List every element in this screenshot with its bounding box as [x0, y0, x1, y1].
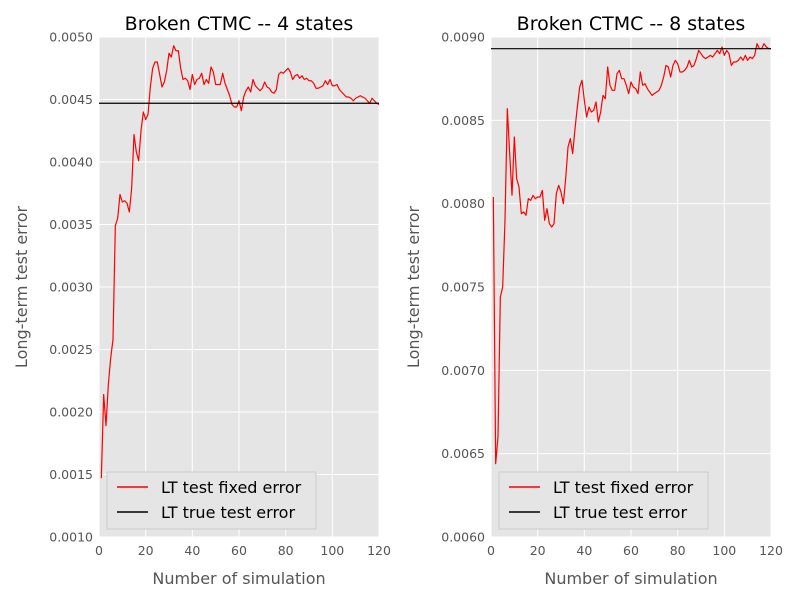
- chart-2-x-tick-labels: 0 20 40 60 80 100 120: [487, 543, 783, 558]
- chart-2-y-tick-label: 0.0085: [441, 113, 485, 128]
- chart-1-y-tick-label: 0.0020: [49, 405, 93, 420]
- chart-2-series-fixed-error-line: [492, 43, 771, 465]
- chart-1-y-tick-label: 0.0015: [49, 467, 93, 482]
- chart-2-x-tick-label: 60: [623, 543, 639, 558]
- chart-1-x-tick-label: 40: [184, 543, 200, 558]
- chart-2-x-tick-label: 80: [670, 543, 686, 558]
- chart-2-x-tick-label: 100: [712, 543, 736, 558]
- chart-1-y-tick-label: 0.0040: [49, 155, 93, 170]
- chart-1-y-tick-label: 0.0030: [49, 280, 93, 295]
- chart-1-x-tick-label: 20: [138, 543, 154, 558]
- chart-2-y-tick-label: 0.0060: [441, 530, 485, 545]
- chart-1-legend: LT test fixed error LT true test error: [106, 471, 317, 530]
- chart-2-legend-box: [498, 471, 709, 530]
- chart-1-y-tick-labels: 0.0010 0.0015 0.0020 0.0025 0.0030 0.0035 0.00…: [49, 30, 93, 545]
- chart-2-grid: [490, 36, 772, 538]
- chart-1-x-tick-label: 80: [278, 543, 294, 558]
- chart-1-x-tick-labels: 0 20 40 60 80 100 120: [95, 543, 391, 558]
- chart-1-y-axis-label: Long-term test error: [12, 206, 31, 369]
- chart-1-x-tick-label: 100: [320, 543, 344, 558]
- chart-1-grid: [98, 36, 380, 538]
- chart-1-series-fixed-error-line: [100, 45, 380, 479]
- chart-1-y-tick-label: 0.0010: [49, 530, 93, 545]
- chart-2-x-tick-label: 120: [759, 543, 783, 558]
- chart-2-y-tick-label: 0.0075: [441, 280, 485, 295]
- chart-2-x-tick-label: 20: [530, 543, 546, 558]
- chart-1-legend-label-true: LT true test error: [161, 503, 295, 522]
- chart-1-x-tick-label: 120: [367, 543, 391, 558]
- chart-2-series: [491, 43, 771, 465]
- chart-1-y-tick-label: 0.0045: [49, 92, 93, 107]
- chart-2: 0 20 40 60 80 100 120 0.0060 0.0065 0.0070 0.0075…: [404, 13, 783, 588]
- chart-1-y-tick-label: 0.0025: [49, 342, 93, 357]
- chart-2-title: Broken CTMC -- 8 states: [517, 13, 746, 35]
- chart-2-legend-label-fixed: LT test fixed error: [553, 478, 694, 497]
- chart-1-legend-label-fixed: LT test fixed error: [161, 478, 302, 497]
- chart-1-x-tick-label: 0: [95, 543, 103, 558]
- chart-2-y-axis-label: Long-term test error: [404, 206, 423, 369]
- chart-1-x-axis-label: Number of simulation: [152, 569, 325, 588]
- chart-2-y-tick-label: 0.0080: [441, 196, 485, 211]
- chart-1-legend-box: [106, 471, 317, 530]
- chart-2-y-tick-labels: 0.0060 0.0065 0.0070 0.0075 0.0080 0.0085 0.00…: [441, 30, 485, 545]
- chart-2-x-tick-label: 40: [576, 543, 592, 558]
- chart-1-y-tick-label: 0.0035: [49, 217, 93, 232]
- chart-2-y-tick-label: 0.0065: [441, 446, 485, 461]
- chart-1-title: Broken CTMC -- 4 states: [125, 13, 354, 35]
- chart-1-series: [99, 45, 380, 479]
- chart-2-legend-label-true: LT true test error: [553, 503, 687, 522]
- chart-1-x-tick-label: 60: [231, 543, 247, 558]
- chart-2-x-axis-label: Number of simulation: [544, 569, 717, 588]
- chart-2-x-tick-label: 0: [487, 543, 495, 558]
- chart-1-y-tick-label: 0.0050: [49, 30, 93, 45]
- chart-2-legend: LT test fixed error LT true test error: [498, 471, 709, 530]
- chart-2-y-tick-label: 0.0070: [441, 363, 485, 378]
- chart-2-y-tick-label: 0.0090: [441, 30, 485, 45]
- chart-1: 0 20 40 60 80 100 120 0.0010 0.0015 0.0020 0.0025…: [12, 13, 391, 588]
